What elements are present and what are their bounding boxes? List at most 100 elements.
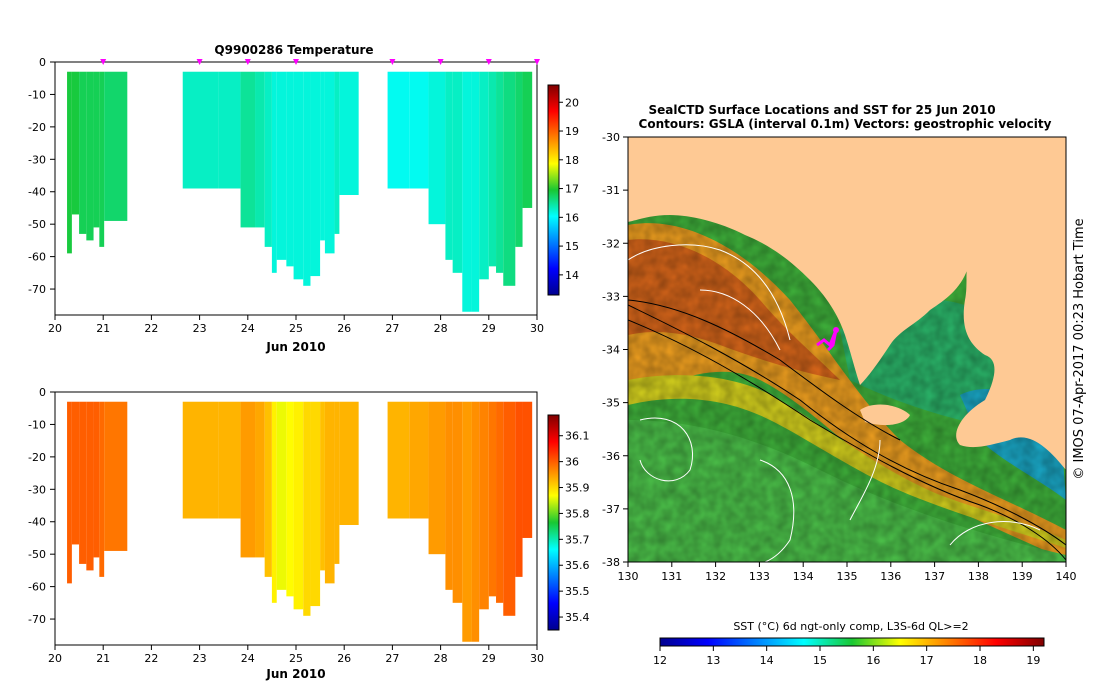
y-tick-label: -60 (28, 581, 46, 594)
y-tick-label: -30 (28, 153, 46, 166)
sst-colorbar-label: SST (°C) 6d ngt-only comp, L3S-6d QL>=2 (733, 620, 968, 633)
temperature-title: Q9900286 Temperature (214, 43, 373, 57)
profile-22 (339, 71, 359, 195)
profile-34 (515, 401, 523, 577)
y-tick-label: -70 (28, 613, 46, 626)
profile-23 (387, 71, 410, 189)
colorbar-tick-label: 35.5 (565, 585, 590, 598)
colorbar-tick-label: 14 (565, 269, 579, 282)
lon-tick-label: 131 (661, 570, 682, 583)
temperature-xlabel: Jun 2010 (265, 340, 325, 354)
x-tick-label: 29 (482, 322, 496, 335)
lon-tick-label: 135 (837, 570, 858, 583)
profile-25 (428, 401, 446, 555)
profile-27 (452, 71, 463, 273)
salinity-colorbar-ticks: 36.1 36 35.9 35.8 35.7 35.6 35.5 35.4 (559, 430, 590, 624)
x-tick-label: 24 (241, 322, 255, 335)
lat-tick-label: -36 (602, 450, 620, 463)
lon-tick-label: 133 (749, 570, 770, 583)
lon-tick-label: 136 (880, 570, 901, 583)
profile-30 (479, 71, 489, 280)
profile-18 (310, 71, 321, 277)
profile-12 (264, 401, 272, 577)
lat-tick-label: -37 (602, 503, 620, 516)
lon-tick-label: 138 (968, 570, 989, 583)
map-subtitle: Contours: GSLA (interval 0.1m) Vectors: … (639, 117, 1052, 131)
colorbar-tick-label: 35.7 (565, 533, 590, 546)
profile-time-marker (485, 59, 492, 65)
profile-29 (471, 401, 480, 642)
profile-14 (276, 401, 287, 590)
profile-10 (240, 71, 256, 228)
profile-11 (255, 401, 265, 558)
x-tick-label: 23 (193, 322, 207, 335)
colorbar-tick-label: 16 (565, 211, 579, 224)
profile-12 (264, 71, 272, 247)
y-tick-label: -40 (28, 516, 46, 529)
profile-3 (79, 401, 87, 564)
x-tick-label: 26 (337, 322, 351, 335)
profile-26 (445, 401, 453, 590)
seal-track (816, 327, 839, 352)
profile-7 (104, 401, 128, 551)
colorbar-tick-label: 36.1 (565, 430, 590, 443)
profile-time-marker (437, 59, 444, 65)
colorbar-tick-label: 35.9 (565, 482, 590, 495)
y-tick-label: 0 (39, 56, 46, 69)
sst-colorbar-ticks: 12 13 14 15 16 17 18 19 (653, 646, 1040, 667)
profile-19 (320, 71, 325, 241)
temperature-y-ticks: 0 -10 -20 -30 -40 -50 -60 -70 (28, 56, 55, 296)
colorbar-tick-label: 36 (565, 456, 579, 469)
x-tick-label: 25 (289, 322, 303, 335)
y-tick-label: -10 (28, 88, 46, 101)
profile-time-marker (244, 59, 251, 65)
y-tick-label: 0 (39, 386, 46, 399)
island (860, 404, 910, 426)
x-tick-label: 28 (434, 652, 448, 665)
lon-tick-label: 132 (705, 570, 726, 583)
lat-tick-label: -32 (602, 237, 620, 250)
salinity-y-ticks: 0 -10 -20 -30 -40 -50 -60 -70 (28, 386, 55, 626)
colorbar-tick-label: 35.4 (565, 611, 590, 624)
map-lat-ticks: -30 -31 -32 -33 -34 -35 -36 -37 -38 (602, 131, 628, 569)
profile-18 (310, 401, 321, 607)
sst-colorbar-tick-label: 19 (1026, 654, 1040, 667)
sst-colorbar-tick-label: 12 (653, 654, 667, 667)
lat-tick-label: -35 (602, 397, 620, 410)
x-tick-label: 21 (96, 322, 110, 335)
lat-tick-label: -31 (602, 184, 620, 197)
y-tick-label: -20 (28, 451, 46, 464)
x-tick-label: 20 (48, 652, 62, 665)
profile-17 (303, 71, 311, 286)
lon-tick-label: 130 (618, 570, 639, 583)
lon-tick-label: 134 (793, 570, 814, 583)
profile-time-marker (534, 59, 540, 65)
profile-32 (496, 71, 504, 273)
profile-21 (334, 401, 340, 564)
profile-time-marker (389, 59, 396, 65)
profile-1 (67, 401, 72, 584)
land (628, 137, 1066, 470)
colorbar-tick-label: 19 (565, 125, 579, 138)
imos-credit: © IMOS 07-Apr-2017 00:23 Hobart Time (1072, 218, 1087, 479)
profile-15 (286, 401, 294, 597)
profile-2 (71, 401, 80, 545)
profile-time-marker (196, 59, 203, 65)
profile-13 (271, 401, 277, 603)
profile-4 (86, 71, 94, 241)
sst-colorbar-tick-label: 13 (706, 654, 720, 667)
profile-13 (271, 71, 277, 273)
sst-colorbar-tick-label: 15 (813, 654, 827, 667)
x-tick-label: 22 (144, 652, 158, 665)
profile-15 (286, 71, 294, 267)
x-tick-label: 29 (482, 652, 496, 665)
profile-4 (86, 401, 94, 571)
lat-tick-label: -30 (602, 131, 620, 144)
gsla-contours (628, 244, 1066, 562)
x-tick-label: 24 (241, 652, 255, 665)
profile-7 (104, 71, 128, 221)
profile-29 (471, 71, 480, 312)
profile-25 (428, 71, 446, 225)
y-tick-label: -10 (28, 418, 46, 431)
